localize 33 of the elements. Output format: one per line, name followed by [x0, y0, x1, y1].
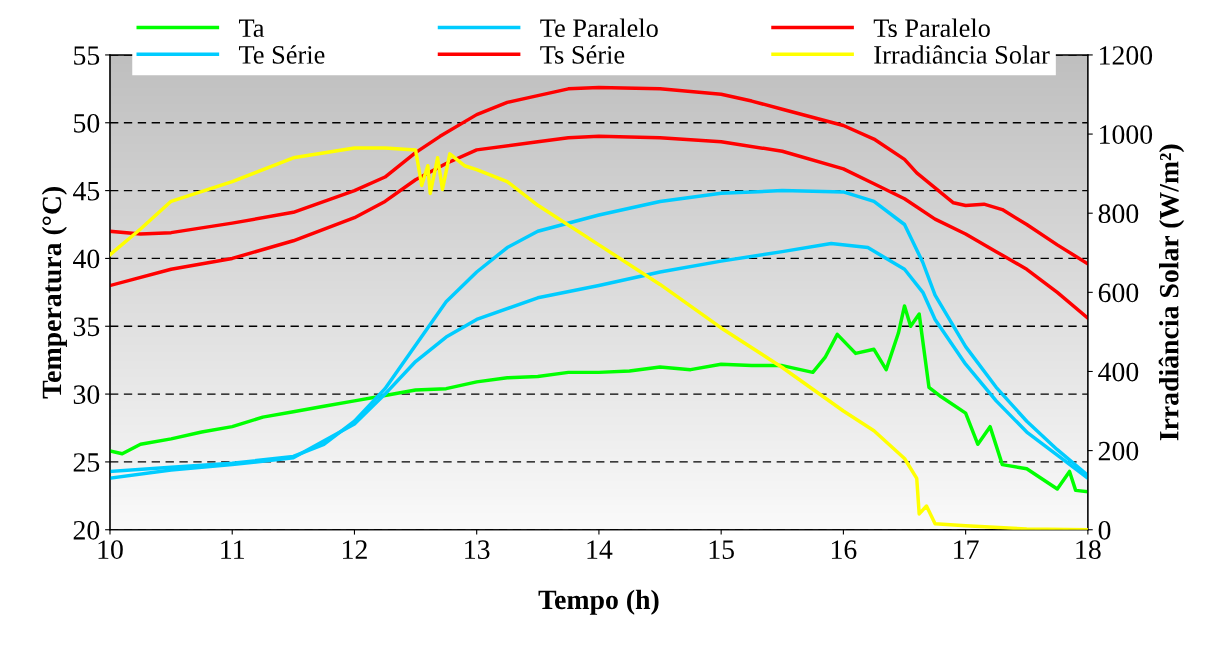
y-tick-label: 20 — [73, 520, 100, 540]
y2-tick-label: 400 — [1098, 362, 1139, 382]
x-tick-label: 12 — [343, 540, 367, 559]
x-tick-label: 13 — [465, 540, 490, 560]
y-tick-label: 35 — [73, 317, 100, 337]
x-tick-label: 11 — [221, 540, 244, 559]
x-tick-label: 18 — [1076, 540, 1101, 560]
y2-tick-label: 1200 — [1100, 46, 1153, 65]
legend-label: Ts Série — [540, 45, 625, 64]
legend-label: Te Série — [239, 45, 325, 64]
legend-label: Ta — [239, 19, 265, 38]
y-tick-label: 25 — [73, 453, 100, 472]
x-tick-label: 14 — [587, 540, 613, 559]
legend-label: Ts Paralelo — [873, 18, 990, 38]
y2-tick-label: 1000 — [1100, 125, 1153, 144]
x-axis-title: Tempo (h) — [538, 589, 659, 615]
x-tick-label: 10 — [98, 540, 123, 560]
x-tick-label: 15 — [709, 540, 734, 560]
y-tick-label: 50 — [74, 113, 100, 133]
legend-label: Te Paralelo — [540, 18, 658, 38]
x-tick-label: 17 — [954, 540, 979, 559]
y-tick-label: 45 — [73, 181, 100, 201]
legend-label: Irradiância Solar — [874, 45, 1050, 64]
y2-axis-title: Irradiância Solar (W/m²) — [1158, 144, 1185, 441]
y-tick-label: 30 — [73, 385, 100, 404]
y2-tick-label: 600 — [1098, 283, 1139, 303]
y2-tick-label: 0 — [1098, 520, 1111, 540]
y2-tick-label: 200 — [1098, 441, 1139, 461]
x-tick-label: 16 — [831, 540, 857, 560]
y-tick-label: 55 — [74, 46, 100, 65]
y-axis-title: Temperatura (°C) — [41, 187, 67, 399]
y2-tick-label: 800 — [1098, 204, 1139, 224]
y-tick-label: 40 — [73, 249, 100, 269]
